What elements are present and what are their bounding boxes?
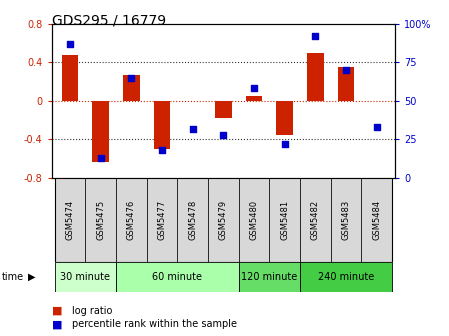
Text: ■: ■ [52, 319, 62, 329]
Bar [269, 178, 300, 262]
Point [281, 141, 288, 147]
Text: GSM5479: GSM5479 [219, 200, 228, 240]
Bar [123, 75, 140, 101]
Text: 30 minute: 30 minute [60, 272, 110, 282]
Bar [215, 101, 232, 118]
Text: 240 minute: 240 minute [318, 272, 374, 282]
Bar [147, 178, 177, 262]
Text: GSM5482: GSM5482 [311, 200, 320, 240]
Text: 60 minute: 60 minute [152, 272, 202, 282]
Point [343, 67, 350, 73]
Text: GSM5480: GSM5480 [250, 200, 259, 240]
Text: GSM5481: GSM5481 [280, 200, 289, 240]
Point [251, 86, 258, 91]
Bar [361, 178, 392, 262]
Text: GSM5474: GSM5474 [66, 200, 75, 240]
Bar [55, 262, 116, 292]
Bar [307, 52, 324, 101]
Text: GSM5475: GSM5475 [96, 200, 105, 240]
Text: GSM5478: GSM5478 [188, 200, 197, 240]
Point [312, 33, 319, 39]
Text: 120 minute: 120 minute [241, 272, 298, 282]
Bar [246, 96, 263, 101]
Bar [116, 178, 147, 262]
Bar [300, 262, 392, 292]
Point [373, 124, 380, 130]
Bar [116, 262, 239, 292]
Text: ▶: ▶ [28, 272, 36, 282]
Bar [331, 178, 361, 262]
Text: GSM5477: GSM5477 [158, 200, 167, 240]
Point [128, 75, 135, 80]
Bar [85, 178, 116, 262]
Bar [276, 101, 293, 135]
Point [66, 41, 74, 46]
Bar [62, 55, 79, 101]
Bar [154, 101, 171, 149]
Bar [177, 178, 208, 262]
Point [189, 126, 196, 131]
Text: GDS295 / 16779: GDS295 / 16779 [52, 13, 166, 28]
Bar [208, 178, 239, 262]
Bar [239, 262, 300, 292]
Text: percentile rank within the sample: percentile rank within the sample [72, 319, 237, 329]
Bar [300, 178, 331, 262]
Text: time: time [2, 272, 24, 282]
Text: ■: ■ [52, 306, 62, 316]
Bar [338, 67, 354, 101]
Text: GSM5476: GSM5476 [127, 200, 136, 240]
Text: GSM5483: GSM5483 [342, 200, 351, 240]
Text: log ratio: log ratio [72, 306, 112, 316]
Bar [55, 178, 85, 262]
Text: GSM5484: GSM5484 [372, 200, 381, 240]
Point [158, 148, 166, 153]
Point [220, 132, 227, 137]
Point [97, 155, 104, 161]
Bar [92, 101, 109, 162]
Bar [239, 178, 269, 262]
